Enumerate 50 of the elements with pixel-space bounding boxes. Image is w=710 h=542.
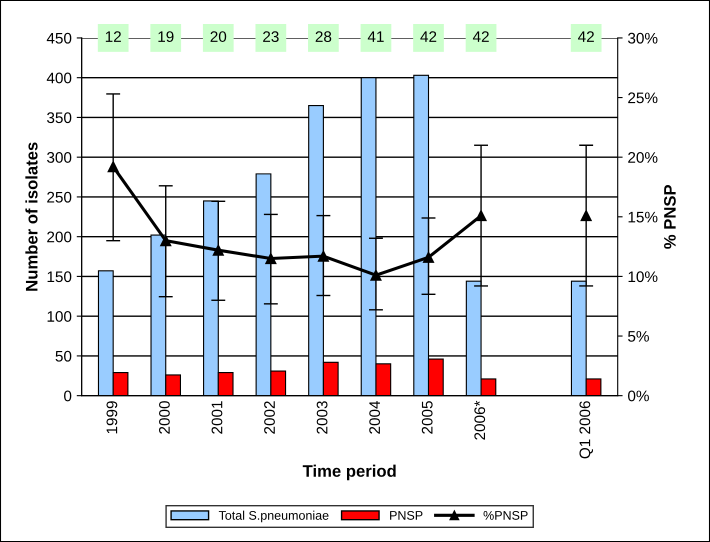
y-tick-label: 400 — [46, 72, 72, 84]
annotation: 20 — [210, 31, 226, 42]
point — [580, 210, 592, 222]
annotation: 19 — [158, 31, 174, 42]
y-tick-label: 0 — [64, 390, 72, 402]
annotation: 23 — [263, 31, 279, 42]
legend-label: %PNSP — [484, 510, 528, 520]
y-tick-label: 150 — [48, 271, 72, 282]
annotation: 42 — [420, 31, 436, 42]
y-tick-label: 200 — [47, 232, 72, 242]
y2-tick-label: 20% — [628, 152, 658, 163]
x-tick-label: 2004 — [369, 400, 380, 434]
point — [160, 235, 172, 246]
annotation: 12 — [106, 31, 121, 42]
y-axis-title: Number of isolates — [25, 142, 38, 291]
point — [265, 252, 276, 264]
x-tick-label: Q1 2006 — [579, 401, 594, 458]
y-tick-label: 250 — [47, 192, 72, 203]
y-tick-label: 100 — [48, 311, 72, 322]
x-tick-label: 2000 — [159, 401, 170, 434]
y2-tick-label: 30% — [628, 32, 658, 44]
x-tick-label: 2003 — [316, 401, 328, 434]
y-tick-label: 450 — [46, 32, 72, 44]
legend-label: Total S.pneumoniae — [218, 510, 329, 522]
y-tick-label: 50 — [56, 350, 72, 362]
x-axis-title: Time period — [302, 464, 396, 480]
x-tick-label: 2006* — [474, 400, 486, 440]
annotation: 42 — [472, 31, 489, 42]
annotation: 28 — [316, 31, 332, 42]
y2-axis-title: % PNSP — [664, 184, 676, 249]
point — [108, 161, 119, 172]
y2-tick-label: 10% — [628, 271, 658, 282]
x-tick-label: 2001 — [212, 401, 222, 434]
point — [318, 250, 329, 262]
point — [476, 210, 487, 222]
point — [370, 270, 382, 281]
legend-label: PNSP — [390, 510, 422, 520]
y-tick-label: 350 — [47, 112, 72, 124]
x-tick-label: 2002 — [264, 401, 275, 434]
y2-tick-label: 15% — [628, 212, 658, 222]
point — [212, 244, 224, 256]
point — [422, 252, 434, 263]
y2-tick-label: 25% — [628, 92, 658, 104]
x-tick-label: 2005 — [422, 401, 433, 434]
x-tick-label: 1999 — [106, 401, 118, 434]
y2-tick-label: 5% — [628, 330, 649, 342]
annotation: 42 — [578, 31, 594, 42]
y-tick-label: 300 — [47, 152, 72, 163]
annotation: 41 — [368, 31, 384, 42]
y2-tick-label: 0% — [628, 390, 649, 402]
